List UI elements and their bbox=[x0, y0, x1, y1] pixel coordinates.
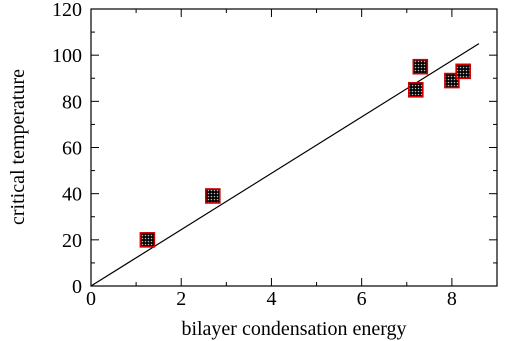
y-tick-label: 100 bbox=[52, 45, 82, 67]
fit-line bbox=[90, 43, 480, 287]
y-tick-label: 60 bbox=[62, 138, 82, 160]
x-tick-label: 6 bbox=[357, 288, 367, 310]
data-point bbox=[139, 232, 156, 248]
y-axis-title: critical temperature bbox=[7, 69, 29, 225]
x-tick-label: 8 bbox=[447, 288, 457, 310]
data-point bbox=[412, 58, 429, 75]
data-points bbox=[139, 58, 471, 248]
y-tick-label: 20 bbox=[62, 230, 82, 252]
y-tick-label: 80 bbox=[62, 91, 82, 113]
axis-ticks bbox=[90, 8, 497, 287]
x-axis-title: bilayer condensation energy bbox=[181, 318, 406, 340]
y-tick-label: 40 bbox=[62, 184, 82, 206]
data-point bbox=[205, 188, 221, 204]
x-tick-label: 4 bbox=[266, 288, 276, 310]
data-point bbox=[407, 81, 424, 98]
data-point bbox=[455, 63, 471, 80]
x-tick-label: 2 bbox=[176, 288, 186, 310]
y-tick-label: 0 bbox=[72, 276, 82, 298]
y-tick-label: 120 bbox=[52, 0, 82, 21]
x-tick-label: 0 bbox=[86, 288, 96, 310]
